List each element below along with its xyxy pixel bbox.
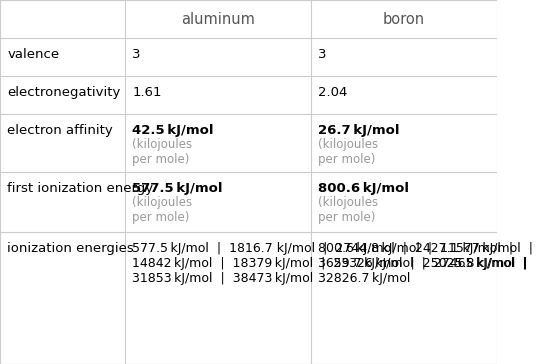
Text: electronegativity: electronegativity — [7, 86, 121, 99]
Text: 26.7 kJ/mol: 26.7 kJ/mol — [318, 124, 399, 137]
Text: electron affinity: electron affinity — [7, 124, 113, 137]
Text: 2.04: 2.04 — [318, 86, 347, 99]
Text: 3: 3 — [132, 48, 140, 61]
Text: aluminum: aluminum — [181, 12, 254, 27]
Text: (kilojoules
per mole): (kilojoules per mole) — [318, 138, 378, 166]
Text: valence: valence — [7, 48, 60, 61]
Text: ionization energies: ionization energies — [7, 242, 134, 255]
Text: (kilojoules
per mole): (kilojoules per mole) — [318, 196, 378, 224]
Text: 42.5 kJ/mol: 42.5 kJ/mol — [132, 124, 213, 137]
Text: boron: boron — [383, 12, 425, 27]
Text: (kilojoules
per mole): (kilojoules per mole) — [132, 138, 192, 166]
Text: first ionization energy: first ionization energy — [7, 182, 153, 195]
Text: 800.6 kJ/mol  |  2427.1 kJ/mol  |  3659.7 kJ/mol  |  25025.8 kJ/mol  |  32826.7 : 800.6 kJ/mol | 2427.1 kJ/mol | 3659.7 kJ… — [318, 242, 531, 285]
Text: 577.5 kJ/mol  |  1816.7 kJ/mol  |  2744.8 kJ/mol  |  11577 kJ/mol  |  14842 kJ/m: 577.5 kJ/mol | 1816.7 kJ/mol | 2744.8 kJ… — [132, 242, 537, 285]
Text: 3: 3 — [318, 48, 327, 61]
Text: 1.61: 1.61 — [132, 86, 162, 99]
Text: 577.5 kJ/mol: 577.5 kJ/mol — [132, 182, 223, 195]
Text: 800.6 kJ/mol: 800.6 kJ/mol — [318, 182, 409, 195]
Text: (kilojoules
per mole): (kilojoules per mole) — [132, 196, 192, 224]
